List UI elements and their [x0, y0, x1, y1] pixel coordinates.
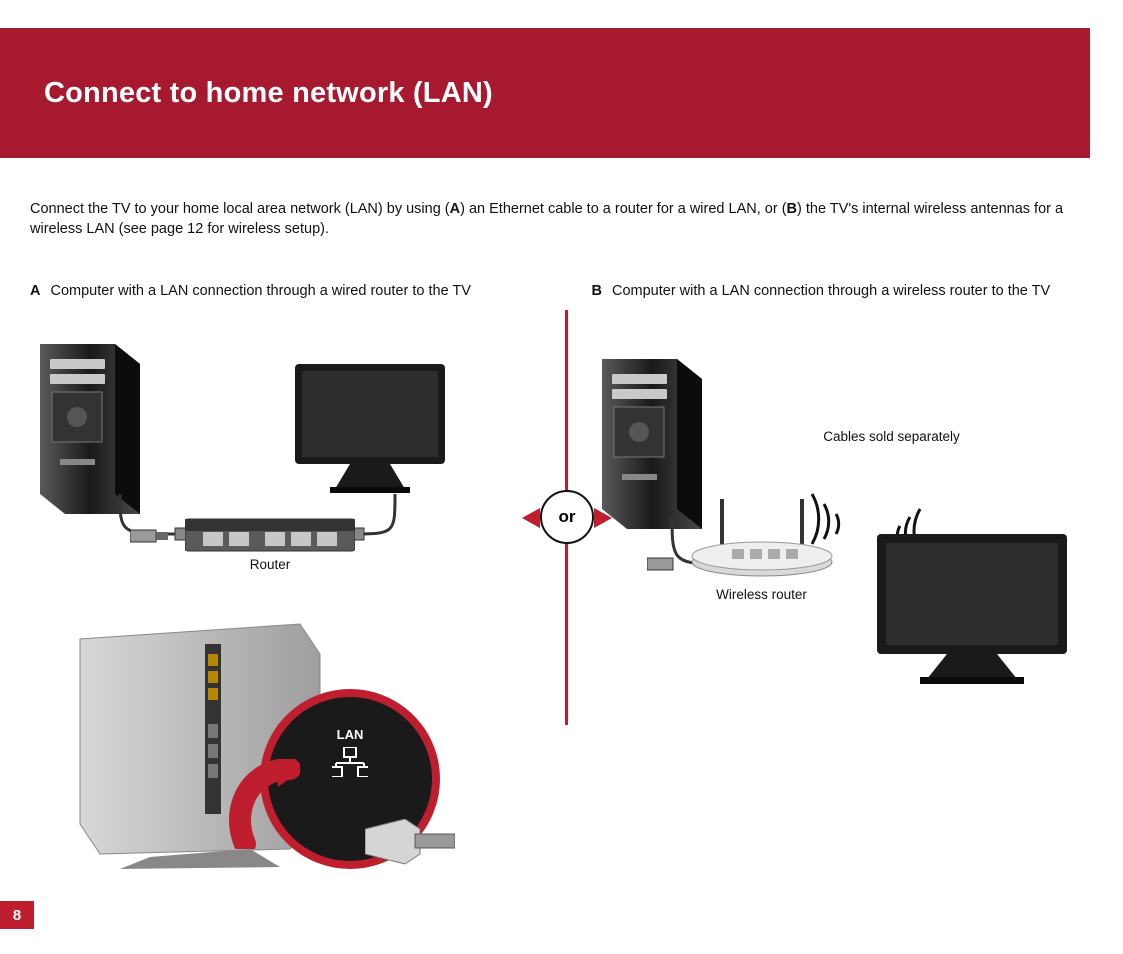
option-a-caption: Computer with a LAN connection through a… — [50, 283, 470, 299]
option-b-heading: B Computer with a LAN connection through … — [592, 283, 1094, 299]
header-band: Connect to home network (LAN) — [0, 28, 1090, 158]
wireless-router-label: Wireless router — [707, 587, 817, 602]
wifi-out-icon — [802, 484, 872, 554]
or-arrow-left-icon — [522, 508, 540, 528]
lan-port-icon — [332, 747, 368, 777]
page-number-value: 8 — [13, 907, 21, 924]
or-arrow-right-icon — [594, 508, 612, 528]
wired-router-icon — [185, 514, 355, 554]
lan-detail: LAN — [260, 689, 440, 869]
tv-b-icon — [872, 529, 1072, 689]
intro-a: A — [450, 201, 460, 217]
option-a: A Computer with a LAN connection through … — [30, 283, 552, 889]
intro-pre: Connect the TV to your home local area n… — [30, 201, 450, 217]
option-b-letter: B — [592, 283, 602, 299]
diagram-b: Cables sold separately Wireless router — [592, 319, 1094, 719]
diagram-a: Router — [30, 319, 532, 889]
ethernet-plug-icon — [130, 527, 170, 545]
cables-note: Cables sold separately — [802, 429, 982, 444]
router-label: Router — [230, 557, 310, 572]
option-a-letter: A — [30, 283, 40, 299]
intro-mid1: ) an Ethernet cable to a router for a wi… — [460, 201, 786, 217]
options-row: A Computer with a LAN connection through … — [30, 283, 1093, 889]
option-b: B Computer with a LAN connection through … — [552, 283, 1094, 889]
lan-port-label: LAN — [260, 727, 440, 742]
tv-monitor-icon — [290, 359, 450, 499]
red-arrow-icon — [220, 759, 300, 849]
page-number: 8 — [0, 901, 34, 929]
or-badge: or — [540, 490, 594, 544]
or-label: or — [559, 507, 576, 527]
ethernet-plug-detail-icon — [365, 819, 455, 874]
option-a-heading: A Computer with a LAN connection through … — [30, 283, 532, 299]
intro-text: Connect the TV to your home local area n… — [30, 200, 1093, 239]
intro-b: B — [787, 201, 797, 217]
page-title: Connect to home network (LAN) — [44, 77, 493, 110]
option-b-caption: Computer with a LAN connection through a… — [612, 283, 1050, 299]
